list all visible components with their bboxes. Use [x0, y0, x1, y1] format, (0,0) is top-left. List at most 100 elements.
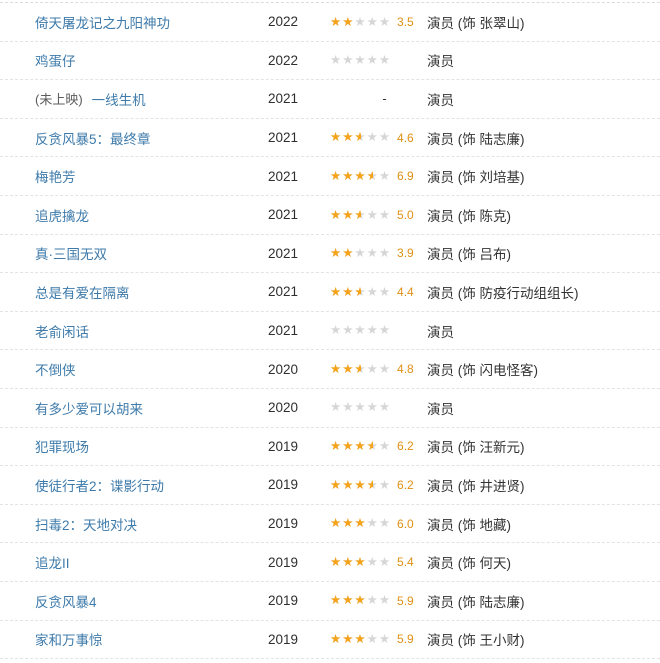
film-rating-cell: ★★★★★ ★★★★★ — [330, 324, 427, 337]
rating-score: 6.2 — [397, 477, 414, 492]
rating-score: 4.8 — [397, 362, 414, 377]
film-year: 2021 — [268, 91, 299, 107]
film-title-link[interactable]: 老俞闲话 — [35, 324, 89, 340]
film-year: 2020 — [268, 400, 299, 416]
film-title-cell: 老俞闲话 — [0, 321, 268, 341]
star-empty-icons: ★★★★★ — [330, 130, 392, 145]
star-rating-icon: ★★★★★ ★★★★★ — [330, 517, 391, 530]
film-rating-cell: ★★★★★ ★★★★★ 4.8 — [330, 362, 427, 376]
star-rating-icon: ★★★★★ ★★★★★ — [330, 594, 391, 607]
film-year: 2019 — [268, 516, 299, 532]
star-rating-icon: ★★★★★ ★★★★★ — [330, 477, 392, 492]
film-title-cell: 梅艳芳 — [0, 166, 268, 186]
rating-score: 6.9 — [397, 169, 414, 184]
film-year: 2022 — [268, 52, 299, 68]
star-empty-icons: ★★★★★ — [330, 593, 392, 608]
film-title-link[interactable]: 总是有爱在隔离 — [35, 285, 130, 301]
film-role: 演员 (饰 陈克) — [427, 208, 511, 224]
star-filled-icons: ★★★★★ — [330, 15, 355, 29]
film-role: 演员 — [427, 54, 454, 70]
film-title-link[interactable]: 追龙II — [35, 556, 70, 572]
film-row: (未上映) 一线生机 2021 - 演员 — [0, 80, 660, 119]
film-row: 鸡蛋仔 2022 ★★★★★ ★★★★★ 演员 — [0, 42, 660, 81]
star-filled-icons: ★★★★★ — [330, 555, 367, 569]
star-rating-icon: ★★★★★ ★★★★★ — [330, 440, 391, 453]
film-title-link[interactable]: 一线生机 — [91, 92, 146, 108]
rating-score: 5.9 — [397, 593, 414, 608]
film-title-cell: (未上映) 一线生机 — [0, 89, 268, 109]
film-title-link[interactable]: 真·三国无双 — [35, 247, 107, 263]
star-empty-icons: ★★★★★ — [330, 477, 392, 492]
film-year: 2021 — [268, 245, 299, 261]
star-empty-icons: ★★★★★ — [330, 246, 392, 261]
film-title-link[interactable]: 反贪风暴5：最终章 — [35, 131, 151, 147]
film-title-link[interactable]: 梅艳芳 — [35, 170, 76, 186]
star-filled-icons: ★★★★★ — [330, 594, 367, 607]
film-year: 2021 — [268, 130, 299, 146]
star-empty-icons: ★★★★★ — [330, 632, 392, 647]
film-role: 演员 (饰 地藏) — [427, 517, 511, 533]
film-rating-cell: ★★★★★ ★★★★★ 5.9 — [330, 594, 427, 608]
film-role: 演员 (饰 陆志廉) — [427, 594, 525, 610]
rating-score: 5.4 — [397, 555, 414, 570]
film-row: 扫毒2：天地对决 2019 ★★★★★ ★★★★★ 6.0 演员 (饰 地藏) — [0, 505, 660, 544]
star-empty-icons: ★★★★★ — [330, 53, 392, 68]
film-title-link[interactable]: 犯罪现场 — [35, 440, 89, 456]
film-row: 不倒侠 2020 ★★★★★ ★★★★★ 4.8 演员 (饰 闪电怪客) — [0, 350, 660, 389]
film-title-link[interactable]: 使徒行者2：谍影行动 — [35, 478, 165, 494]
film-role: 演员 — [427, 324, 454, 340]
star-rating-icon: ★★★★★ ★★★★★ — [330, 15, 391, 29]
not-released-label: (未上映) — [35, 92, 83, 108]
film-title-link[interactable]: 有多少爱可以胡来 — [35, 401, 143, 417]
film-rating-cell: ★★★★★ ★★★★★ 5.9 — [330, 632, 427, 646]
film-title-cell: 总是有爱在隔离 — [0, 282, 268, 302]
film-role: 演员 — [427, 92, 454, 108]
rating-score: 5.0 — [397, 207, 414, 222]
film-year: 2019 — [268, 477, 299, 493]
star-empty-icons: ★★★★★ — [330, 323, 392, 338]
film-row: 犯罪现场 2019 ★★★★★ ★★★★★ 6.2 演员 (饰 汪新元) — [0, 428, 660, 467]
film-row: 老俞闲话 2021 ★★★★★ ★★★★★ 演员 — [0, 312, 660, 351]
star-empty-icons: ★★★★★ — [330, 284, 392, 299]
star-rating-icon: ★★★★★ ★★★★★ — [330, 131, 391, 144]
film-title-link[interactable]: 反贪风暴4 — [35, 594, 97, 610]
rating-score: 6.2 — [397, 439, 414, 454]
film-title-link[interactable]: 不倒侠 — [35, 363, 76, 379]
film-role: 演员 (饰 汪新元) — [427, 440, 525, 456]
rating-score: 5.9 — [397, 632, 414, 647]
rating-score: 3.9 — [397, 246, 414, 261]
star-filled-icons: ★★★★★ — [330, 440, 373, 453]
film-row: 家和万事惊 2019 ★★★★★ ★★★★★ 5.9 演员 (饰 王小财) — [0, 621, 660, 660]
film-row: 追龙II 2019 ★★★★★ ★★★★★ 5.4 演员 (饰 何天) — [0, 543, 660, 582]
film-row: 追虎擒龙 2021 ★★★★★ ★★★★★ 5.0 演员 (饰 陈克) — [0, 196, 660, 235]
film-year: 2020 — [268, 361, 299, 377]
film-title-link[interactable]: 家和万事惊 — [35, 633, 103, 649]
star-filled-icons: ★★★★★ — [330, 169, 373, 183]
star-rating-icon: ★★★★★ ★★★★★ — [330, 247, 391, 260]
star-empty-icons: ★★★★★ — [330, 439, 392, 454]
film-year: 2019 — [268, 593, 299, 609]
film-rating-cell: ★★★★★ ★★★★★ 6.9 — [330, 169, 427, 183]
film-title-cell: 追龙II — [0, 552, 268, 572]
film-rating-cell: ★★★★★ ★★★★★ 6.2 — [330, 478, 427, 492]
star-filled-icons: ★★★★★ — [330, 633, 367, 646]
film-rating-cell: ★★★★★ ★★★★★ 5.4 — [330, 555, 427, 569]
film-title-link[interactable]: 倚天屠龙记之九阳神功 — [35, 15, 170, 31]
film-title-cell: 扫毒2：天地对决 — [0, 514, 268, 534]
film-title-cell: 有多少爱可以胡来 — [0, 398, 268, 418]
film-role: 演员 (饰 吕布) — [427, 247, 511, 263]
film-role: 演员 — [427, 401, 454, 417]
film-title-cell: 使徒行者2：谍影行动 — [0, 475, 268, 495]
film-year: 2021 — [268, 207, 299, 223]
film-title-link[interactable]: 扫毒2：天地对决 — [35, 517, 138, 533]
film-role: 演员 (饰 刘培基) — [427, 170, 525, 186]
star-empty-icons: ★★★★★ — [330, 168, 392, 183]
film-title-link[interactable]: 追虎擒龙 — [35, 208, 89, 224]
film-title-link[interactable]: 鸡蛋仔 — [35, 54, 76, 70]
star-rating-icon: ★★★★★ ★★★★★ — [330, 633, 391, 646]
star-filled-icons: ★★★★★ — [330, 362, 361, 376]
film-row: 反贪风暴4 2019 ★★★★★ ★★★★★ 5.9 演员 (饰 陆志廉) — [0, 582, 660, 621]
star-filled-icons: ★★★★★ — [330, 285, 361, 299]
film-role: 演员 (饰 王小财) — [427, 633, 525, 649]
